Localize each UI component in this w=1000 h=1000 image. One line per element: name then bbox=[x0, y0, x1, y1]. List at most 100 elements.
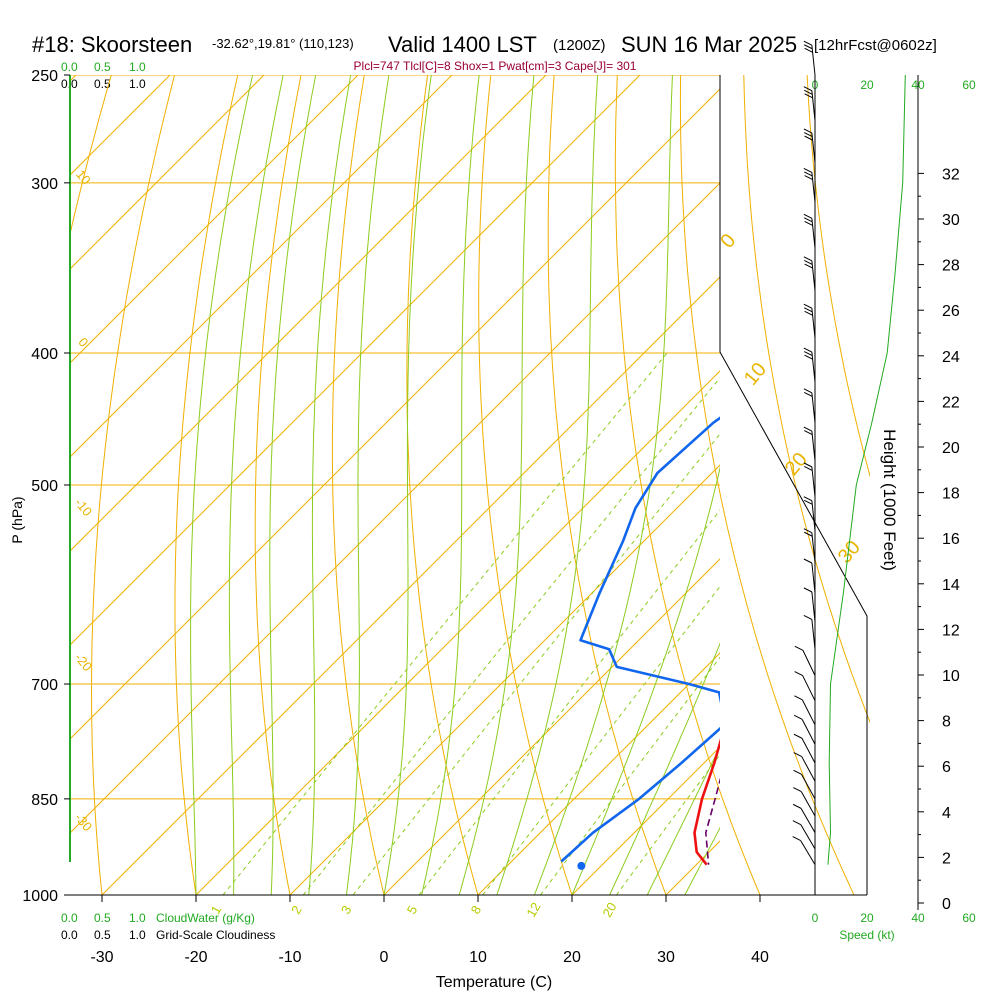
wind-barb-feather bbox=[804, 89, 813, 95]
height-tick-label: 14 bbox=[942, 577, 960, 594]
height-tick-label: 20 bbox=[942, 440, 960, 457]
height-tick-label: 6 bbox=[942, 759, 951, 776]
wind-barb-feather bbox=[804, 351, 813, 357]
wind-barb-feather bbox=[803, 86, 813, 92]
dry-adiabat bbox=[806, 75, 870, 478]
wind-barb-feather bbox=[803, 426, 813, 432]
scale-top2-label: 1.0 bbox=[129, 77, 146, 91]
height-tick-label: 30 bbox=[942, 212, 960, 229]
height-tick-label: 16 bbox=[942, 531, 960, 548]
plot-boundary bbox=[719, 75, 868, 895]
wind-barb bbox=[811, 218, 816, 249]
wind-barb-feather bbox=[804, 220, 813, 226]
isotherm-line bbox=[70, 75, 359, 364]
y-axis-title: P (hPa) bbox=[9, 496, 25, 543]
moist-adiabat bbox=[190, 75, 254, 895]
wind-barb-feather bbox=[804, 430, 813, 436]
wind-barb-feather bbox=[794, 695, 803, 701]
dry-adiabat bbox=[744, 75, 948, 895]
wind-barb-feather bbox=[792, 820, 802, 826]
height-tick-label: 32 bbox=[942, 166, 960, 183]
height-tick-label: 10 bbox=[942, 668, 960, 685]
dry-adiabat bbox=[254, 75, 302, 895]
isotherm-line bbox=[70, 75, 641, 646]
height-tick-label: 0 bbox=[942, 896, 951, 913]
chart-title-date: SUN 16 Mar 2025 bbox=[621, 32, 797, 57]
dry-adiabat bbox=[331, 75, 385, 895]
speed-scale-top: 0 20 40 60 bbox=[812, 78, 976, 92]
dry-adiabat-label: 10 bbox=[740, 359, 771, 390]
wind-barb-feather bbox=[803, 128, 813, 134]
mixing-ratio-label: 5 bbox=[404, 903, 421, 917]
height-axis-title: Height (1000 Feet) bbox=[880, 429, 899, 571]
wind-barb bbox=[811, 260, 816, 291]
scale-bottom2-label: 1.0 bbox=[129, 928, 146, 942]
dry-adiabat-grid bbox=[70, 75, 948, 895]
dry-adiabat bbox=[614, 75, 720, 794]
wind-barb bbox=[801, 774, 816, 800]
mixing-ratio-label: 12 bbox=[523, 900, 543, 920]
wind-barb bbox=[800, 791, 816, 817]
wind-barb-feather bbox=[804, 217, 813, 223]
mixing-ratio-grid bbox=[222, 352, 720, 895]
moist-adiabat bbox=[609, 642, 720, 895]
wind-barb-feather bbox=[804, 391, 813, 397]
temperature-tick-label: 0 bbox=[380, 949, 389, 966]
temperature-tick-label: 30 bbox=[657, 949, 675, 966]
mixing-ratio-label: 2 bbox=[288, 903, 305, 917]
wind-barb bbox=[800, 808, 816, 833]
cloudwater-scale-top: 0.0 0.5 1.0 bbox=[61, 60, 146, 74]
isotherm-line bbox=[383, 558, 720, 895]
wind-barb bbox=[811, 351, 816, 382]
wind-barb-feather bbox=[804, 307, 813, 313]
temperature-surface-point bbox=[721, 862, 729, 870]
mixing-ratio-label: 3 bbox=[338, 903, 355, 917]
chart-title-zulu: (1200Z) bbox=[553, 37, 606, 54]
mixing-ratio-line bbox=[482, 585, 720, 895]
wind-barb-feather bbox=[803, 528, 813, 534]
scale-top-label: 0.5 bbox=[94, 60, 111, 74]
wind-speed-line bbox=[827, 74, 906, 865]
wind-barb bbox=[811, 500, 816, 531]
mixing-ratio-line bbox=[352, 433, 720, 895]
height-tick-label: 28 bbox=[942, 258, 960, 275]
wind-barb bbox=[811, 90, 816, 121]
wind-barb bbox=[802, 650, 816, 676]
wind-barb bbox=[811, 562, 816, 593]
speed-scale-bottom: 0 20 40 60 Speed (kt) bbox=[812, 911, 976, 942]
speed-tick-label: 20 bbox=[860, 78, 874, 92]
dry-adiabat-label: 0 bbox=[75, 335, 91, 350]
pressure-tick-label: 300 bbox=[31, 176, 58, 193]
scale-top-label: 1.0 bbox=[129, 60, 146, 74]
wind-barb-feather bbox=[804, 132, 813, 137]
temperature-tick-label: 40 bbox=[751, 949, 769, 966]
wind-barb-feather bbox=[804, 259, 813, 265]
isotherm-line bbox=[289, 464, 720, 895]
speed-axis-label: Speed (kt) bbox=[839, 928, 894, 942]
temperature-tick-label: -10 bbox=[278, 949, 301, 966]
mixing-ratio-label: 20 bbox=[599, 900, 619, 920]
speed-tick-label: 60 bbox=[962, 911, 976, 925]
upper-dry-adiabat-grid bbox=[720, 75, 870, 895]
pressure-tick-label: 700 bbox=[31, 677, 58, 694]
wind-barb bbox=[800, 824, 816, 850]
scale-top-label: 0.0 bbox=[61, 60, 78, 74]
isotherm-grid bbox=[70, 75, 720, 895]
wind-barb-feather bbox=[804, 466, 813, 471]
wind-barb-feather bbox=[804, 531, 813, 537]
wind-barb-feather bbox=[793, 752, 802, 758]
moist-adiabat bbox=[383, 75, 432, 895]
wind-barb-feather bbox=[793, 769, 802, 775]
wind-barb-feather bbox=[804, 354, 813, 360]
wind-barb bbox=[801, 756, 816, 782]
height-tick-label: 2 bbox=[942, 850, 951, 867]
mixing-ratio-line bbox=[540, 656, 720, 895]
scale-bottom-label: 1.0 bbox=[129, 911, 146, 925]
moist-adiabat bbox=[571, 466, 720, 895]
temperature-tick-label: -30 bbox=[90, 949, 113, 966]
speed-tick-label: 20 bbox=[860, 911, 874, 925]
wind-barb bbox=[811, 619, 816, 650]
params-line: Plcl=747 Tlcl[C]=8 Shox=1 Pwat[cm]=3 Cap… bbox=[354, 59, 637, 73]
temperature-tick-label: -20 bbox=[184, 949, 207, 966]
